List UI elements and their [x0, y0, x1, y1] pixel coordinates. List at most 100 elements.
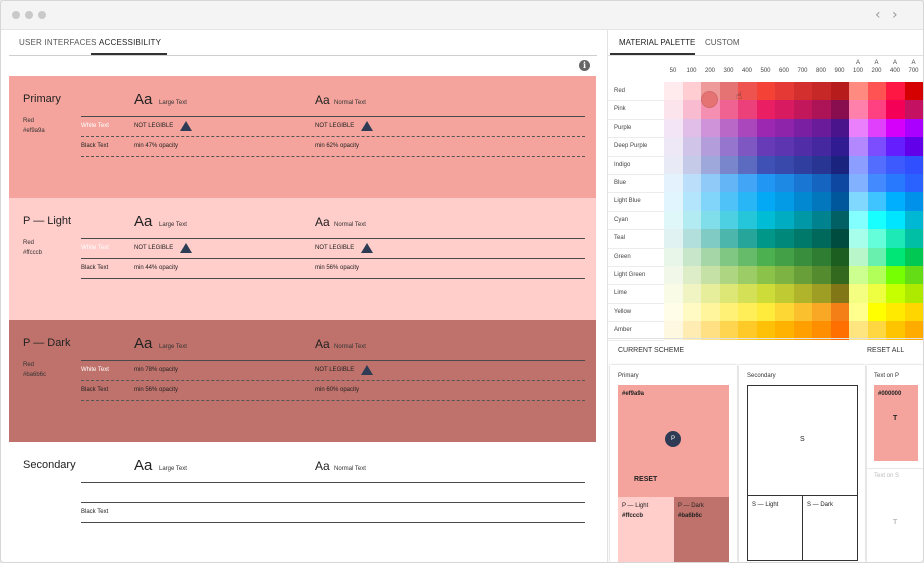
- palette-swatch[interactable]: [867, 82, 887, 101]
- palette-swatch[interactable]: [738, 118, 757, 138]
- palette-swatch[interactable]: [775, 174, 794, 193]
- palette-swatch[interactable]: [775, 137, 794, 157]
- palette-swatch[interactable]: [682, 247, 702, 267]
- palette-swatch[interactable]: [682, 137, 702, 157]
- palette-swatch[interactable]: [738, 266, 757, 285]
- tab-user-interfaces[interactable]: USER INTERFACES: [19, 38, 97, 47]
- palette-swatch[interactable]: [849, 266, 868, 285]
- text-on-primary-swatch[interactable]: #000000 T: [874, 385, 918, 461]
- tab-custom[interactable]: CUSTOM: [705, 38, 740, 47]
- palette-swatch[interactable]: [904, 82, 923, 101]
- palette-swatch[interactable]: [830, 247, 850, 267]
- palette-swatch[interactable]: [812, 302, 831, 322]
- palette-swatch[interactable]: [867, 210, 887, 230]
- palette-swatch[interactable]: [664, 284, 683, 304]
- palette-swatch[interactable]: [719, 137, 739, 157]
- palette-swatch[interactable]: [849, 137, 868, 157]
- palette-swatch[interactable]: [701, 155, 720, 175]
- palette-swatch[interactable]: [719, 302, 739, 322]
- palette-swatch[interactable]: [886, 229, 905, 249]
- palette-swatch[interactable]: [719, 118, 739, 138]
- palette-swatch[interactable]: [867, 229, 887, 249]
- palette-swatch[interactable]: [775, 247, 794, 267]
- palette-swatch[interactable]: [701, 229, 720, 249]
- palette-swatch[interactable]: [812, 118, 831, 138]
- palette-swatch[interactable]: [867, 302, 887, 322]
- palette-swatch[interactable]: [682, 82, 702, 101]
- window-minimize-dot[interactable]: [25, 11, 33, 19]
- tab-accessibility[interactable]: ACCESSIBILITY: [99, 38, 162, 47]
- palette-swatch[interactable]: [756, 100, 776, 120]
- palette-swatch[interactable]: [830, 137, 850, 157]
- palette-swatch[interactable]: [756, 137, 776, 157]
- palette-swatch[interactable]: [793, 210, 813, 230]
- palette-swatch[interactable]: [719, 155, 739, 175]
- palette-swatch[interactable]: [738, 302, 757, 322]
- palette-swatch[interactable]: [793, 247, 813, 267]
- palette-swatch[interactable]: [664, 100, 683, 120]
- palette-swatch[interactable]: [812, 247, 831, 267]
- reset-button[interactable]: RESET: [634, 476, 658, 483]
- palette-swatch[interactable]: [756, 118, 776, 138]
- palette-swatch[interactable]: [812, 100, 831, 120]
- palette-swatch[interactable]: [719, 321, 739, 341]
- palette-swatch[interactable]: [904, 229, 923, 249]
- palette-swatch[interactable]: [886, 247, 905, 267]
- palette-swatch[interactable]: [793, 118, 813, 138]
- palette-swatch[interactable]: [886, 137, 905, 157]
- palette-swatch[interactable]: [719, 247, 739, 267]
- palette-swatch[interactable]: [719, 266, 739, 285]
- palette-swatch[interactable]: [867, 100, 887, 120]
- palette-swatch[interactable]: [849, 302, 868, 322]
- palette-swatch[interactable]: [682, 302, 702, 322]
- palette-swatch[interactable]: [664, 118, 683, 138]
- palette-swatch[interactable]: [812, 192, 831, 212]
- palette-swatch[interactable]: [775, 82, 794, 101]
- palette-swatch[interactable]: [775, 321, 794, 341]
- palette-swatch[interactable]: [738, 210, 757, 230]
- palette-swatch[interactable]: [793, 192, 813, 212]
- palette-swatch[interactable]: [793, 137, 813, 157]
- palette-swatch[interactable]: [793, 266, 813, 285]
- palette-swatch[interactable]: [886, 82, 905, 101]
- palette-swatch[interactable]: [849, 321, 868, 341]
- palette-swatch[interactable]: [793, 229, 813, 249]
- palette-swatch[interactable]: [701, 321, 720, 341]
- palette-swatch[interactable]: [886, 266, 905, 285]
- secondary-dark-swatch[interactable]: S — Dark: [802, 495, 858, 561]
- palette-swatch[interactable]: [886, 284, 905, 304]
- palette-swatch[interactable]: [886, 192, 905, 212]
- palette-swatch[interactable]: [812, 266, 831, 285]
- palette-swatch[interactable]: [664, 174, 683, 193]
- palette-swatch[interactable]: [775, 302, 794, 322]
- forward-arrow-icon[interactable]: ›: [892, 7, 898, 23]
- palette-swatch[interactable]: [793, 302, 813, 322]
- palette-swatch[interactable]: [793, 82, 813, 101]
- palette-swatch[interactable]: [775, 155, 794, 175]
- palette-swatch[interactable]: [664, 247, 683, 267]
- palette-swatch[interactable]: [793, 321, 813, 341]
- palette-swatch[interactable]: [701, 302, 720, 322]
- palette-swatch[interactable]: [682, 284, 702, 304]
- palette-swatch[interactable]: [830, 100, 850, 120]
- palette-swatch[interactable]: [756, 302, 776, 322]
- palette-swatch[interactable]: [867, 155, 887, 175]
- palette-swatch[interactable]: [775, 192, 794, 212]
- palette-swatch[interactable]: [904, 321, 923, 341]
- primary-light-swatch[interactable]: P — Light #ffcccb: [618, 497, 674, 562]
- palette-swatch[interactable]: [830, 302, 850, 322]
- palette-swatch[interactable]: [719, 192, 739, 212]
- palette-swatch[interactable]: [830, 229, 850, 249]
- palette-swatch[interactable]: [738, 247, 757, 267]
- palette-swatch[interactable]: [719, 210, 739, 230]
- secondary-light-swatch[interactable]: S — Light: [747, 495, 804, 561]
- palette-swatch[interactable]: [756, 321, 776, 341]
- palette-swatch[interactable]: [830, 210, 850, 230]
- palette-swatch[interactable]: [904, 266, 923, 285]
- palette-swatch[interactable]: [738, 100, 757, 120]
- palette-swatch[interactable]: [756, 266, 776, 285]
- palette-swatch[interactable]: [849, 155, 868, 175]
- palette-swatch[interactable]: [830, 82, 850, 101]
- palette-swatch[interactable]: [682, 210, 702, 230]
- palette-swatch[interactable]: [682, 192, 702, 212]
